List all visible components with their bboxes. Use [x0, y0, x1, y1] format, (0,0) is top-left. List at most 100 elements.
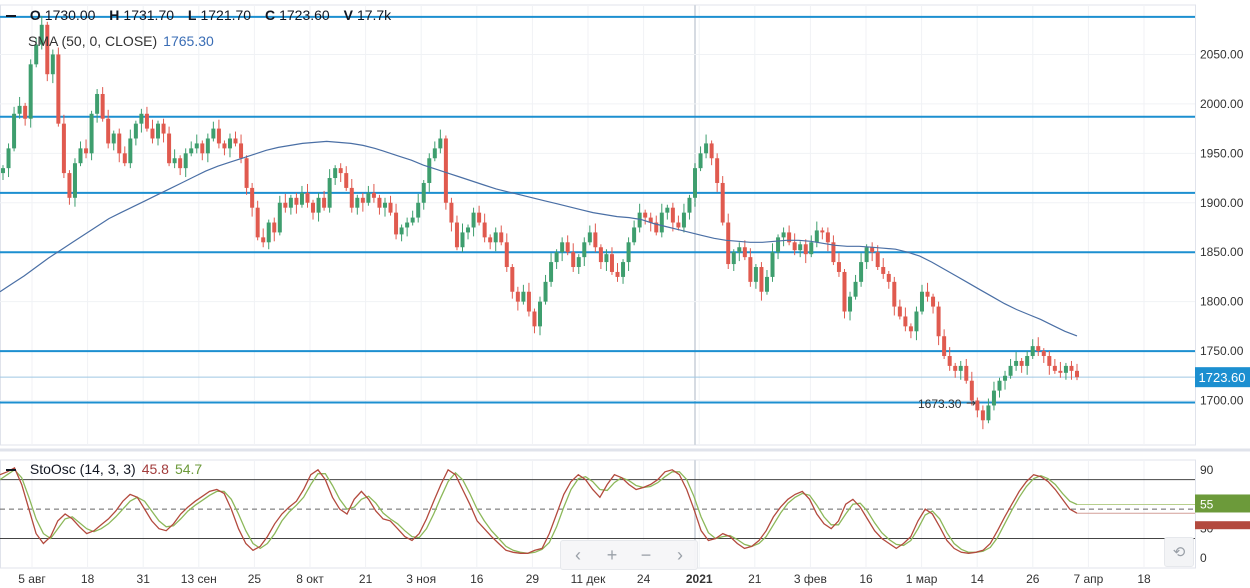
candle-body — [377, 197, 382, 208]
candle-body — [903, 316, 908, 327]
candle — [632, 220, 637, 246]
scroll-right-button[interactable]: › — [677, 544, 683, 565]
candle-body — [477, 212, 482, 223]
candle-body — [809, 242, 814, 255]
candle — [471, 207, 476, 237]
candle-body — [371, 192, 376, 198]
candle — [200, 140, 205, 161]
candle-body — [609, 254, 614, 272]
candle — [764, 269, 769, 295]
x-tick-label: 24 — [637, 572, 651, 586]
sma-label: SMA (50, 0, CLOSE) — [28, 33, 158, 49]
x-tick-label: 3 ноя — [406, 572, 436, 586]
sma-legend[interactable]: SMA (50, 0, CLOSE) 1765.30 — [28, 33, 214, 49]
candle — [172, 149, 177, 169]
zoom-out-button[interactable]: − — [640, 544, 652, 565]
candle — [167, 126, 172, 167]
candle — [991, 381, 996, 411]
candle-body — [792, 242, 797, 251]
candle — [45, 21, 50, 82]
candle-body — [89, 113, 94, 154]
candle-body — [78, 148, 83, 164]
candle — [272, 217, 277, 242]
candle — [67, 170, 72, 205]
candle — [39, 15, 44, 50]
scroll-left-button[interactable]: ‹ — [575, 544, 581, 565]
candle — [482, 213, 487, 243]
candle-body — [764, 276, 769, 292]
candle-body — [659, 212, 664, 233]
reset-chart-button[interactable]: ⟲ — [1164, 537, 1194, 567]
candle — [715, 153, 720, 192]
candle-body — [233, 138, 238, 144]
candle — [322, 190, 327, 211]
candle — [294, 192, 299, 214]
candle — [637, 203, 642, 233]
candle-body — [272, 222, 277, 233]
candle-body — [648, 217, 653, 223]
candle-body — [288, 197, 293, 208]
candle-body — [504, 242, 509, 268]
candle-body — [621, 262, 626, 277]
candle-body — [39, 24, 44, 45]
candle — [870, 242, 875, 262]
stochastic-legend[interactable]: StoOsc (14, 3, 3) 45.8 54.7 — [6, 461, 202, 477]
x-tick-label: 14 — [971, 572, 985, 586]
candle-body — [997, 380, 1002, 391]
menu-dash-icon[interactable] — [6, 469, 16, 472]
candle-body — [366, 192, 371, 203]
candle-body — [294, 197, 299, 205]
candle — [477, 205, 482, 226]
candle — [814, 221, 819, 248]
x-tick-label: 26 — [1026, 572, 1040, 586]
candle — [89, 110, 94, 161]
candle-body — [216, 128, 221, 144]
stoch-tag: 55 — [1200, 497, 1214, 511]
candle — [72, 158, 77, 207]
candle — [709, 140, 714, 166]
candle — [61, 114, 66, 179]
candle — [842, 269, 847, 319]
candle-body — [327, 178, 332, 208]
candle-body — [117, 133, 122, 154]
candle — [875, 245, 880, 270]
candle-body — [593, 232, 598, 248]
candle-body — [250, 187, 255, 208]
candle — [84, 139, 89, 159]
candle — [1075, 363, 1079, 381]
candle-body — [942, 336, 947, 357]
candle — [681, 203, 686, 233]
candle — [615, 263, 620, 282]
candle — [781, 227, 786, 247]
candle — [355, 194, 360, 215]
menu-dash-icon[interactable] — [6, 15, 16, 18]
candle-body — [482, 222, 487, 238]
stoch-k-tag-bg — [1195, 521, 1250, 530]
candle-body — [178, 158, 183, 169]
candle — [587, 225, 592, 246]
candle — [549, 253, 554, 287]
candle — [538, 296, 542, 336]
candle-body — [886, 273, 891, 282]
candle — [975, 397, 980, 418]
candle-body — [1019, 360, 1024, 366]
candle — [205, 133, 210, 163]
candle — [792, 233, 797, 256]
candle — [919, 284, 924, 315]
candle — [510, 264, 515, 299]
candle-body — [936, 306, 941, 337]
candle — [460, 223, 465, 253]
candle-body — [1041, 351, 1046, 357]
zoom-in-button[interactable]: + — [606, 544, 618, 565]
candle — [488, 234, 493, 250]
candle — [449, 197, 454, 232]
candle-body — [975, 400, 980, 411]
candle-body — [499, 232, 504, 243]
candle — [848, 291, 853, 321]
x-tick-label: 5 авг — [18, 572, 46, 586]
candle — [831, 235, 836, 266]
candle — [211, 121, 216, 142]
candle — [250, 182, 255, 217]
candle — [454, 215, 459, 251]
